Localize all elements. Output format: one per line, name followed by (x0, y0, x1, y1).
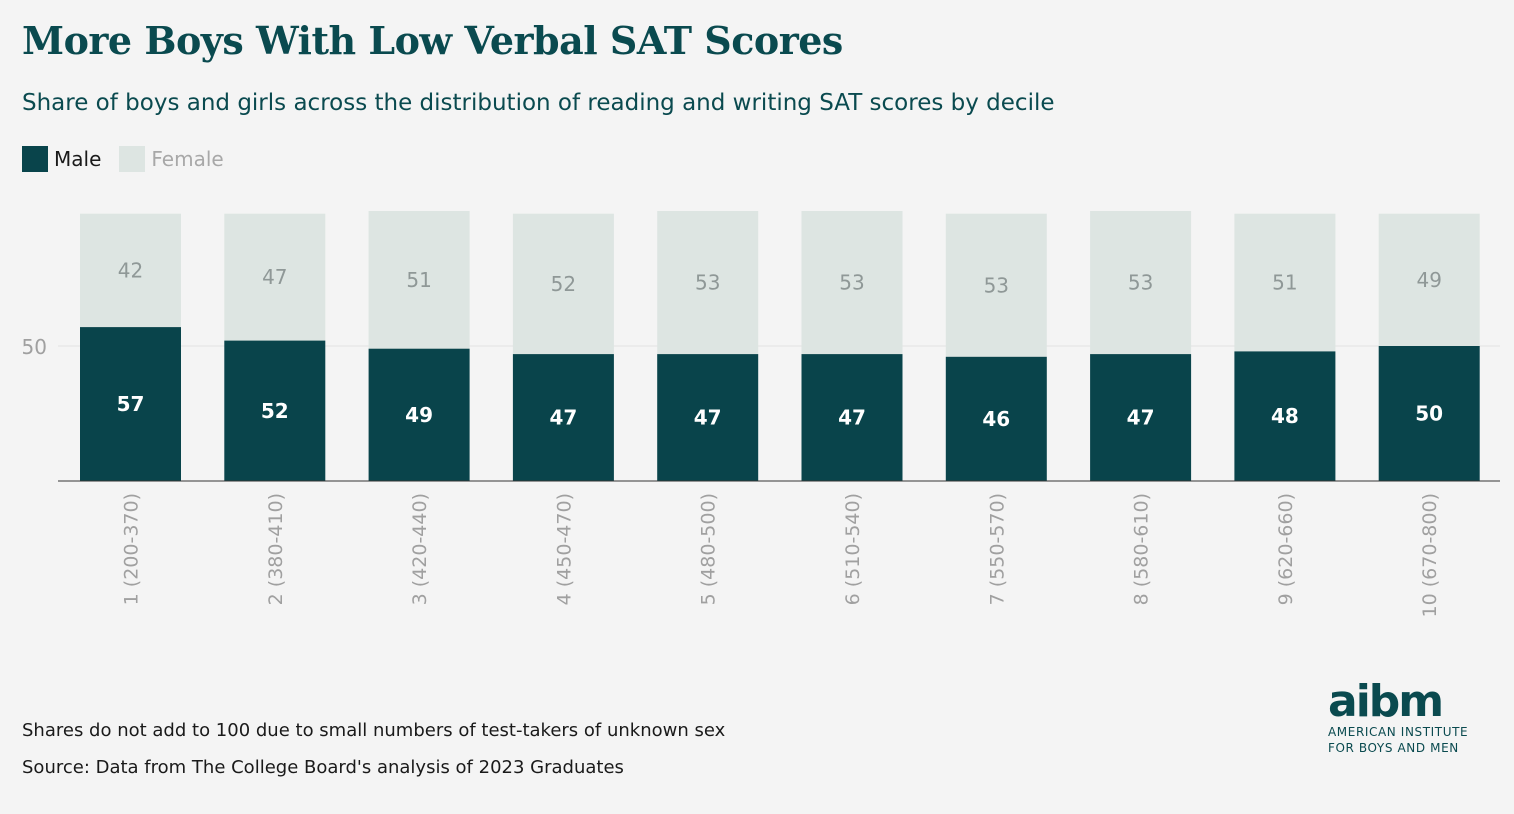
data-label-male-3: 49 (405, 403, 433, 427)
chart-subtitle: Share of boys and girls across the distr… (22, 90, 1055, 116)
x-tick-label-4: 4 (450-470) (553, 493, 575, 605)
data-label-female-6: 53 (839, 271, 864, 295)
bar-female-8 (1090, 211, 1192, 355)
bar-female-1 (80, 213, 181, 328)
data-label-male-8: 47 (1127, 406, 1155, 430)
data-label-female-10: 49 (1416, 268, 1441, 292)
data-label-female-4: 52 (551, 272, 576, 296)
bar-male-7 (945, 356, 1047, 481)
footnote: Shares do not add to 100 due to small nu… (22, 720, 726, 741)
bar-female-6 (801, 211, 903, 355)
bar-male-4 (512, 354, 614, 481)
bar-female-2 (224, 213, 326, 341)
bar-male-1 (80, 327, 181, 481)
legend: Male Female (22, 146, 242, 172)
stacked-bar-chart: 50 42 57 1 (200-370) 47 52 2 (380-410) 51 49 3 (4… (22, 211, 1500, 617)
legend-label-male: Male (54, 147, 102, 171)
logo-mark: aibm (1328, 676, 1444, 727)
data-label-male-2: 52 (261, 399, 289, 423)
legend-label-female: Female (151, 147, 224, 171)
x-tick-label-3: 3 (420-440) (409, 493, 431, 605)
data-label-female-8: 53 (1128, 271, 1153, 295)
x-tick-label-6: 6 (510-540) (842, 493, 864, 605)
data-label-female-3: 51 (406, 268, 431, 292)
data-label-female-7: 53 (984, 273, 1009, 297)
x-tick-label-7: 7 (550-570) (986, 493, 1008, 605)
bar-female-10 (1378, 213, 1480, 346)
data-label-male-10: 50 (1415, 402, 1443, 426)
x-tick-label-9: 9 (620-660) (1275, 493, 1297, 605)
source-note: Source: Data from The College Board's an… (22, 757, 624, 778)
legend-swatch-male (22, 146, 48, 172)
x-tick-label-2: 2 (380-410) (265, 493, 287, 605)
bar-male-3 (368, 348, 470, 481)
data-label-male-7: 46 (982, 407, 1010, 431)
bar-female-3 (368, 211, 470, 349)
x-tick-label-10: 10 (670-800) (1419, 493, 1441, 617)
data-label-male-9: 48 (1271, 404, 1299, 428)
data-label-male-1: 57 (117, 392, 145, 416)
data-label-male-4: 47 (549, 406, 577, 430)
bar-female-5 (657, 211, 759, 355)
legend-swatch-female (119, 146, 146, 172)
legend-item-female: Female (119, 146, 224, 172)
chart-title: More Boys With Low Verbal SAT Scores (22, 18, 843, 63)
bar-female-4 (512, 213, 614, 355)
bar-male-9 (1234, 351, 1336, 481)
data-label-female-2: 47 (262, 265, 287, 289)
logo-line-1: AMERICAN INSTITUTE (1328, 725, 1469, 739)
data-label-male-5: 47 (694, 406, 722, 430)
data-label-female-5: 53 (695, 271, 720, 295)
bar-male-5 (657, 354, 759, 481)
bar-male-8 (1090, 354, 1192, 481)
aibm-logo: aibm AMERICAN INSTITUTE FOR BOYS AND MEN (1328, 680, 1468, 756)
x-tick-label-8: 8 (580-610) (1131, 493, 1153, 605)
bar-female-9 (1234, 213, 1336, 352)
data-label-male-6: 47 (838, 406, 866, 430)
bar-male-6 (801, 354, 903, 481)
data-label-female-1: 42 (118, 258, 143, 282)
bar-male-2 (224, 340, 326, 481)
y-tick-label-50: 50 (22, 335, 47, 359)
x-tick-label-1: 1 (200-370) (121, 493, 143, 605)
legend-item-male: Male (22, 146, 101, 172)
data-label-female-9: 51 (1272, 271, 1297, 295)
x-tick-label-5: 5 (480-500) (698, 493, 720, 605)
logo-line-2: FOR BOYS AND MEN (1328, 741, 1459, 755)
bar-male-10 (1378, 346, 1480, 481)
bar-female-7 (945, 213, 1047, 357)
